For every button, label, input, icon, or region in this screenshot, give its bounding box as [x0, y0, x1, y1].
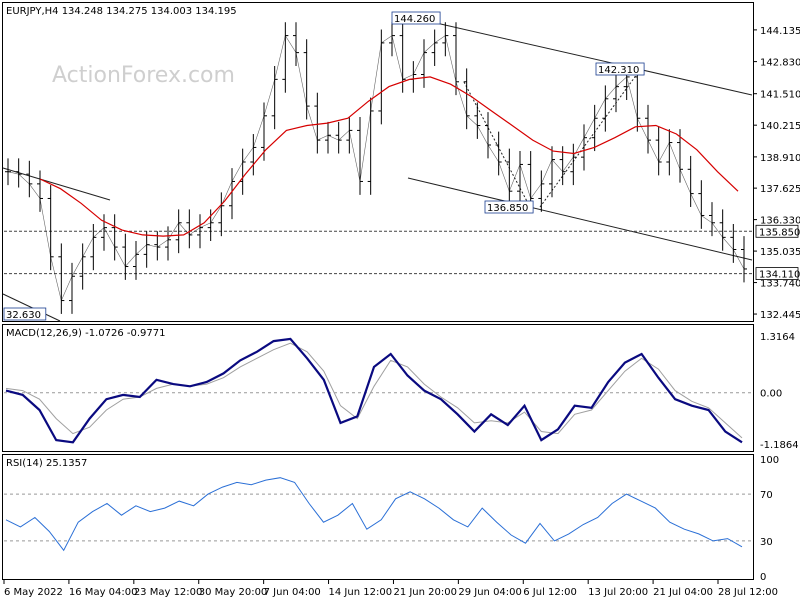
price-panel-frame: [2, 2, 754, 322]
price-annotation-label: 142.310: [598, 65, 639, 76]
macd-panel-title: MACD(12,26,9) -1.0726 -0.9771: [6, 328, 166, 339]
price-y-tick-label: 135.035: [760, 247, 800, 258]
x-tick-label: 6 May 2022: [4, 587, 63, 598]
price-y-tick-label: 138.910: [760, 153, 800, 164]
price-panel-title: EURJPY,H4 134.248 134.275 134.003 134.19…: [6, 6, 237, 17]
x-tick-label: 21 Jul 04:00: [653, 587, 713, 598]
macd-panel-frame: [2, 324, 754, 452]
price-y-tick-label: 133.740: [760, 279, 800, 290]
trend-lines: [2, 16, 753, 322]
macd-main-line: [5, 337, 743, 444]
x-tick-label: 13 Jul 20:00: [588, 587, 648, 598]
price-y-tick-label: 144.135: [760, 26, 800, 37]
x-tick-label: 30 May 20:00: [199, 587, 268, 598]
price-annotation-label: 136.850: [487, 203, 528, 214]
early-channel-bottom-line: [2, 293, 61, 322]
macd-y-tick-label: -1.1864: [760, 440, 799, 451]
level-box-134.110: [755, 267, 799, 280]
price-annotation-label: 144.260: [394, 14, 435, 25]
price-y-tick-label: 132.445: [760, 310, 800, 321]
moving-average-line: [39, 76, 739, 237]
x-tick-label: 21 Jun 20:00: [393, 587, 457, 598]
macd-y-tick-label: 0.00: [760, 389, 782, 400]
price-annotation-label: 32.630: [6, 310, 41, 321]
rsi-y-tick-label: 70: [760, 490, 773, 501]
price-annotation-box: [595, 62, 645, 76]
x-tick-label: 14 Jun 12:00: [329, 587, 393, 598]
price-y-tick-label: 141.510: [760, 90, 800, 101]
price-y-tick-label: 136.330: [760, 216, 800, 227]
x-tick-label: 7 Jun 04:00: [264, 587, 321, 598]
early-channel-top-line: [2, 167, 111, 201]
level-label-135.850: 135.850: [759, 227, 800, 238]
rsi-line: [5, 477, 743, 552]
x-tick-label: 16 May 04:00: [69, 587, 138, 598]
level-label-134.110: 134.110: [759, 270, 800, 281]
x-tick-label: 23 May 12:00: [134, 587, 203, 598]
swing-dotted-line-1: [463, 81, 531, 208]
swing-dotted-line-2: [539, 69, 641, 208]
price-annotation-box: [484, 200, 534, 214]
watermark-logo: ActionForex.com: [52, 63, 235, 88]
x-tick-label: 6 Jul 12:00: [523, 587, 577, 598]
macd-signal-line: [5, 342, 743, 439]
x-tick-label: 28 Jul 12:00: [718, 587, 778, 598]
price-annotation-box: [3, 307, 47, 321]
rsi-panel-title: RSI(14) 25.1357: [6, 458, 87, 469]
upper-channel-line: [409, 16, 753, 96]
rsi-panel-frame: [2, 454, 754, 580]
price-annotation-box: [391, 11, 441, 25]
macd-y-tick-label: 1.3164: [760, 332, 795, 343]
rsi-y-tick-label: 100: [760, 455, 779, 466]
price-y-tick-label: 137.625: [760, 184, 800, 195]
x-tick-label: 29 Jun 04:00: [458, 587, 522, 598]
level-box-135.850: [755, 224, 799, 238]
rsi-y-tick-label: 0: [760, 572, 766, 583]
rsi-y-tick-label: 30: [760, 537, 773, 548]
price-y-tick-label: 140.215: [760, 121, 800, 132]
price-close-path: [7, 34, 745, 302]
lower-channel-line: [407, 177, 753, 261]
price-y-tick-label: 142.830: [760, 58, 800, 69]
